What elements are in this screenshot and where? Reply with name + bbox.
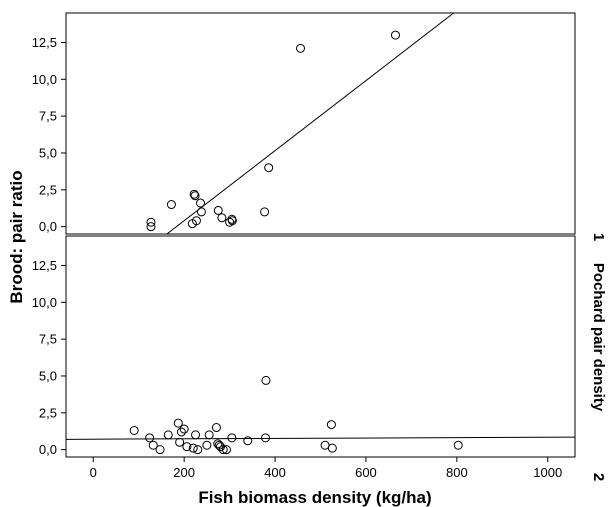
data-point <box>173 418 183 428</box>
data-point <box>296 43 306 53</box>
x-tick-label: 0 <box>90 465 97 480</box>
data-point <box>453 440 463 450</box>
data-point <box>216 442 226 452</box>
data-point <box>188 443 198 453</box>
data-point <box>175 437 185 447</box>
x-tick-label: 800 <box>446 465 468 480</box>
facet-label: Pochard pair density <box>590 263 607 412</box>
data-point <box>204 430 214 440</box>
panel-2: 0,0 2,5 5,0 7,5 10,0 12,5 <box>32 235 576 458</box>
panel-1: 0,0 2,5 5,0 7,5 10,0 12,5 <box>32 12 576 235</box>
x-axis-title: Fish biomass density (kg/ha) <box>198 488 431 507</box>
x-tick-label: 200 <box>173 465 195 480</box>
data-point <box>218 445 228 455</box>
data-point <box>213 439 223 449</box>
y-tick-label: 0,0 <box>39 219 57 234</box>
data-point <box>189 189 199 199</box>
y-tick-label: 12,5 <box>32 35 57 50</box>
data-point <box>213 205 223 215</box>
panel-frame <box>65 235 576 458</box>
data-point <box>190 191 200 201</box>
panel-label-1: 1 <box>590 233 607 241</box>
y-tick-label: 5,0 <box>39 145 57 160</box>
y-tick-label: 10,0 <box>32 295 57 310</box>
x-tick-label: 1000 <box>533 465 562 480</box>
data-point <box>217 213 227 223</box>
data-point <box>155 445 165 455</box>
fit-line <box>166 13 454 234</box>
y-tick-label: 12,5 <box>32 258 57 273</box>
data-point <box>261 433 271 443</box>
panel-label-2: 2 <box>590 473 607 481</box>
y-axis-title: Brood: pair ratio <box>7 170 26 303</box>
data-point <box>176 427 186 437</box>
y-tick-label: 7,5 <box>39 332 57 347</box>
data-point <box>202 440 212 450</box>
data-point <box>211 423 221 433</box>
fit-line <box>66 436 575 440</box>
data-point <box>196 198 206 208</box>
data-point <box>182 442 192 452</box>
data-point <box>163 430 173 440</box>
data-point <box>191 216 201 226</box>
y-tick-label: 5,0 <box>39 368 57 383</box>
data-point <box>193 445 203 455</box>
data-point <box>243 436 253 446</box>
data-point <box>261 375 271 385</box>
y-tick-label: 0,0 <box>39 442 57 457</box>
y-tick-label: 2,5 <box>39 182 57 197</box>
data-point <box>227 216 237 226</box>
data-point <box>260 207 270 217</box>
data-point <box>146 217 156 227</box>
data-point <box>179 424 189 434</box>
data-point <box>264 163 274 173</box>
y-tick-label: 2,5 <box>39 405 57 420</box>
y-tick-label: 7,5 <box>39 109 57 124</box>
data-point <box>166 200 176 210</box>
data-point <box>191 430 201 440</box>
data-point <box>145 433 155 443</box>
x-axis: 0 200 400 600 800 1000 <box>90 457 562 480</box>
data-point <box>196 207 206 217</box>
panel-frame <box>65 12 576 235</box>
data-point <box>146 222 156 232</box>
data-point <box>129 425 139 435</box>
x-tick-label: 600 <box>355 465 377 480</box>
data-point <box>390 30 400 40</box>
data-point <box>327 443 337 453</box>
data-point <box>148 440 158 450</box>
data-point <box>227 433 237 443</box>
y-tick-label: 10,0 <box>32 72 57 87</box>
x-tick-label: 400 <box>264 465 286 480</box>
data-point <box>326 420 336 430</box>
data-point <box>221 445 231 455</box>
